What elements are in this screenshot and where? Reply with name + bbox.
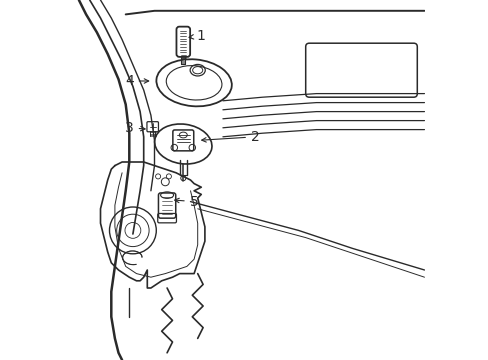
Text: 1: 1 bbox=[189, 29, 205, 43]
Text: 5: 5 bbox=[174, 195, 198, 208]
Text: 4: 4 bbox=[124, 74, 148, 88]
Text: 3: 3 bbox=[124, 121, 145, 135]
Text: 2: 2 bbox=[202, 130, 259, 144]
